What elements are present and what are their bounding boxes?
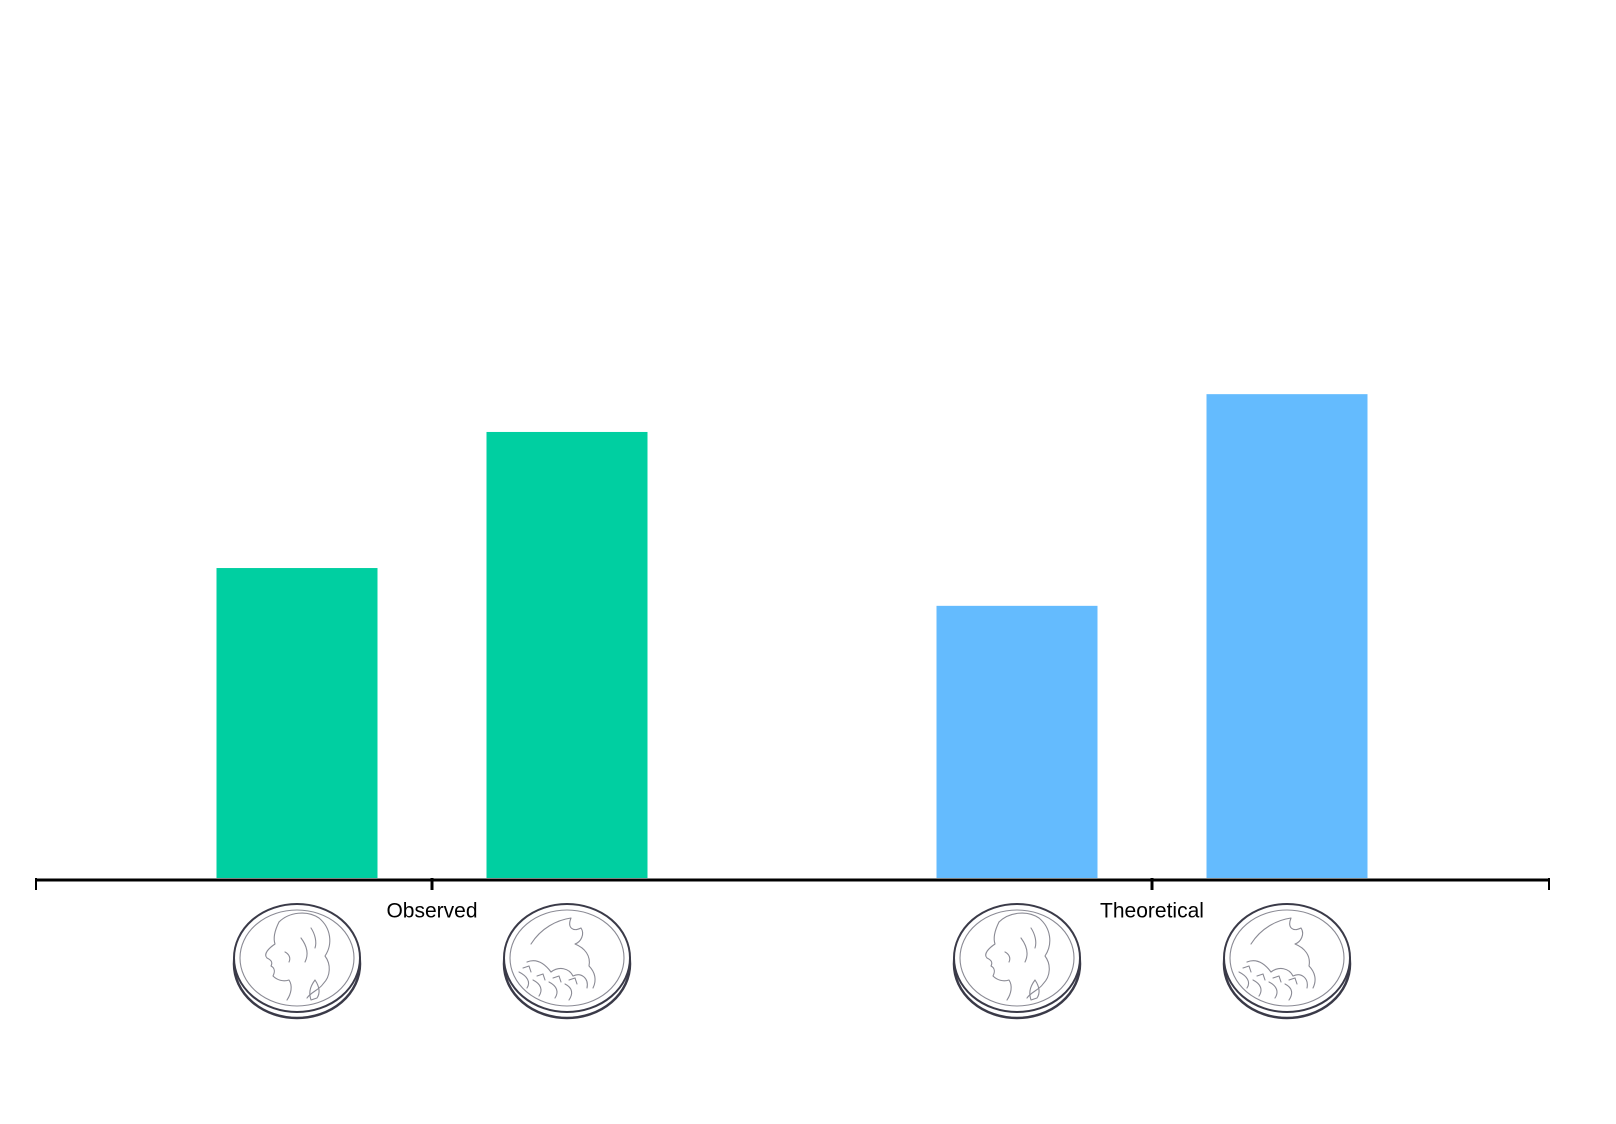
x-tick-label-theoretical: Theoretical: [1100, 900, 1204, 923]
coin-heads-icon: [952, 902, 1082, 1020]
bar-theoretical-heads: [936, 605, 1098, 878]
x-axis: Observed Theoretical: [35, 878, 1550, 1020]
bar-theoretical-tails: [1206, 394, 1368, 878]
coin-tails-icon: [1222, 902, 1352, 1020]
bar-observed-heads: [216, 568, 378, 878]
bar-observed-tails: [486, 431, 648, 878]
x-tick-label-observed: Observed: [386, 900, 477, 923]
coin-tails-icon: [502, 902, 632, 1020]
coin-heads-icon: [232, 902, 362, 1020]
bars-layer: [216, 394, 1368, 878]
